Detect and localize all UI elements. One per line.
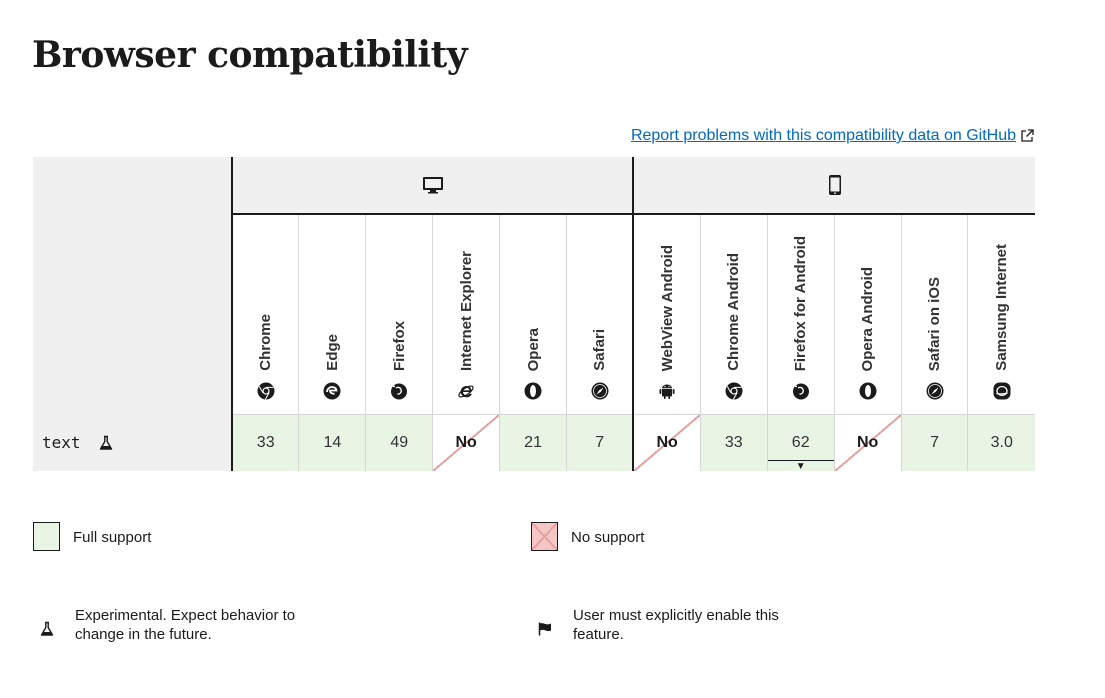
android-icon [659, 384, 675, 399]
support-cell[interactable]: 21 [499, 414, 568, 471]
flask-icon [40, 621, 54, 636]
firefox-icon [792, 383, 809, 400]
legend-full-support: Full support [33, 522, 151, 551]
internet-explorer-icon [458, 385, 474, 398]
support-cell[interactable]: 33 [700, 414, 768, 471]
samsung-internet-icon [993, 382, 1011, 400]
chrome-icon [725, 382, 743, 400]
support-cell[interactable]: No [633, 414, 701, 471]
browser-header: WebView Android [633, 214, 701, 415]
full-support-swatch [33, 522, 60, 551]
legend-no-support: No support [531, 522, 644, 551]
safari-icon [926, 382, 944, 400]
compat-table: Chrome Edge Firefox Internet Explorer Op… [33, 157, 1035, 472]
feature-label: text [42, 433, 81, 453]
flag-icon [538, 622, 551, 636]
firefox-icon [391, 383, 408, 400]
opera-icon [859, 382, 877, 400]
flask-icon [99, 436, 113, 450]
safari-icon [591, 382, 609, 400]
support-cell[interactable]: 7 [566, 414, 635, 471]
support-cell[interactable]: 49 [365, 414, 434, 471]
page-title: Browser compatibility [32, 34, 468, 76]
report-link-label: Report problems with this compatibility … [630, 127, 1016, 144]
support-cell[interactable]: No [432, 414, 501, 471]
table-row: text 33 14 49 No 21 7 No 33 62 ▼ No 7 3.… [33, 414, 1035, 472]
edge-icon [323, 382, 341, 400]
chrome-icon [257, 382, 275, 400]
legend-experimental: Experimental. Expect behavior to change … [33, 606, 323, 644]
support-cell[interactable]: 3.0 [967, 414, 1035, 471]
browser-header: Chrome [232, 214, 300, 415]
browser-header: Internet Explorer [432, 214, 501, 415]
no-support-swatch [531, 522, 558, 551]
desktop-icon [422, 177, 443, 194]
support-cell[interactable]: 7 [901, 414, 969, 471]
opera-icon [524, 382, 542, 400]
browser-header: Opera [499, 214, 568, 415]
browser-header: Opera Android [834, 214, 902, 415]
mobile-icon [828, 175, 841, 195]
report-problems-link[interactable]: Report problems with this compatibility … [631, 127, 1034, 145]
support-cell[interactable]: 62 ▼ [767, 414, 835, 472]
table-corner [33, 157, 233, 415]
expand-notes-toggle[interactable]: ▼ [767, 460, 834, 472]
browser-header: Safari on iOS [901, 214, 969, 415]
browser-header: Samsung Internet [967, 214, 1035, 415]
support-cell[interactable]: No [834, 414, 902, 471]
legend-flag: User must explicitly enable this feature… [531, 606, 811, 644]
browser-header: Chrome Android [700, 214, 768, 415]
support-cell[interactable]: 14 [298, 414, 367, 471]
platform-mobile [633, 157, 1035, 215]
feature-name: text [33, 414, 233, 471]
external-link-icon [1021, 129, 1034, 142]
browser-header: Edge [298, 214, 367, 415]
support-cell[interactable]: 33 [232, 414, 300, 471]
browser-header: Firefox for Android [767, 214, 835, 415]
platform-desktop [232, 157, 635, 215]
browser-header: Firefox [365, 214, 434, 415]
browser-header: Safari [566, 214, 635, 415]
